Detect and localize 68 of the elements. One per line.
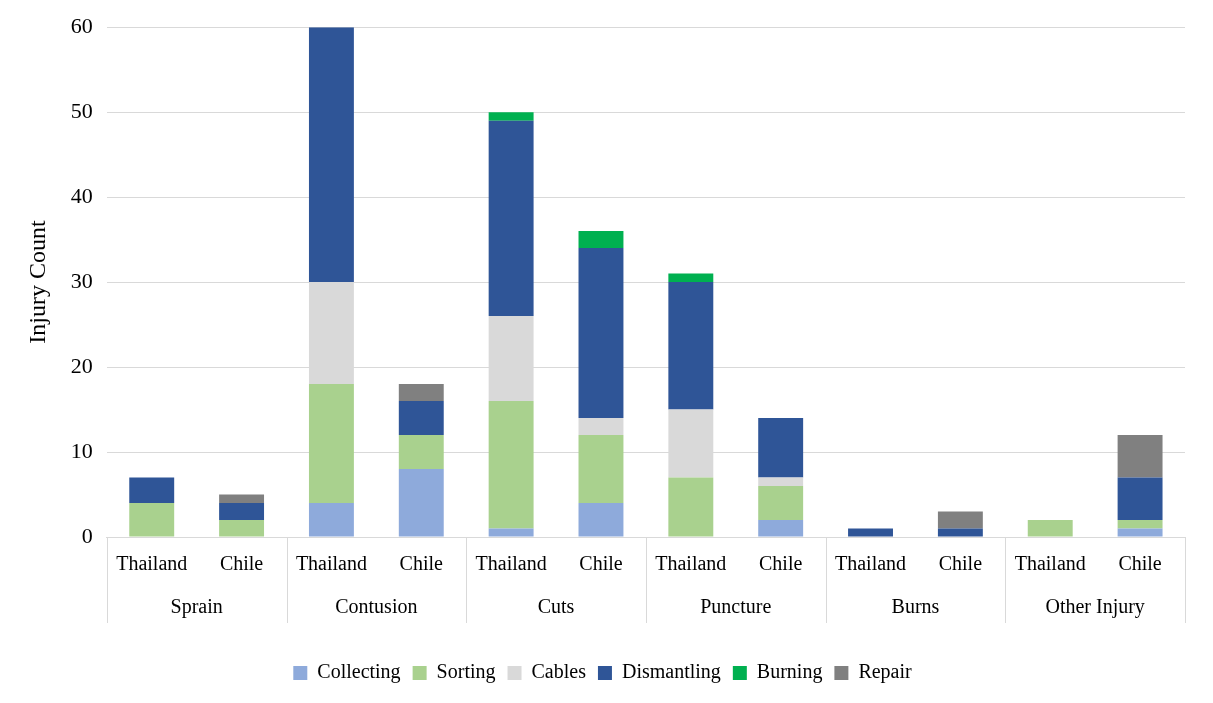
bar (848, 528, 893, 537)
bar (488, 112, 534, 121)
bar (398, 469, 444, 537)
x-tick-label: Chile (579, 552, 623, 575)
y-tick-label: 20 (70, 352, 93, 378)
bar (578, 418, 624, 436)
bar (219, 503, 265, 521)
x-tick-label: Thailand (116, 552, 188, 575)
x-tick-label: Chile (759, 552, 803, 575)
bar (219, 520, 265, 537)
legend-label: Dismantling (621, 660, 721, 684)
bar (308, 27, 354, 283)
bar (758, 477, 804, 487)
text: Contusion (335, 595, 418, 618)
bar (1117, 435, 1163, 478)
x-tick-label: Thailand (834, 552, 907, 575)
bar (758, 520, 804, 537)
bar (758, 486, 804, 521)
y-tick-label: 30 (70, 267, 93, 293)
x-tick-label: Thailand (475, 552, 547, 575)
bar (578, 248, 624, 419)
bar (578, 231, 624, 249)
bar (488, 528, 534, 537)
bar (668, 477, 714, 537)
legend-label: Repair (858, 660, 913, 684)
bar (398, 401, 444, 436)
y-tick-label: 0 (81, 522, 93, 548)
bar (937, 511, 983, 529)
bar (129, 477, 175, 504)
bar (1117, 520, 1163, 529)
bar (488, 401, 534, 529)
x-tick-label: Thailand (295, 552, 367, 575)
bar (668, 273, 714, 283)
bar (578, 503, 624, 537)
bar (1117, 477, 1163, 521)
legend-label: Collecting (317, 660, 401, 684)
bar (668, 282, 714, 410)
y-tick-label: 50 (70, 97, 93, 123)
bar (1117, 528, 1163, 537)
bar (578, 435, 624, 504)
bar (488, 120, 534, 317)
x-tick-label: Chile (399, 552, 444, 575)
y-axis-title: Injury Count (23, 220, 50, 344)
legend-label: Sorting (436, 660, 496, 684)
text: Puncture (700, 595, 772, 618)
x-tick-label: Chile (938, 552, 983, 575)
bar (308, 384, 354, 504)
y-tick-label: 60 (70, 12, 93, 38)
bar (398, 384, 444, 402)
text: Sprain (170, 595, 223, 619)
legend-label: Cables (531, 660, 587, 683)
y-tick-label: 40 (70, 182, 93, 208)
bar (219, 494, 265, 504)
bar (758, 418, 804, 478)
bar (398, 435, 444, 470)
x-tick-label: Chile (1118, 552, 1162, 575)
text: Burns (891, 595, 940, 618)
text: Other Injury (1045, 595, 1145, 619)
x-tick-label: Thailand (655, 552, 727, 575)
x-tick-label: Thailand (1014, 552, 1086, 575)
bar (937, 528, 983, 537)
bar (129, 503, 175, 537)
legend-label: Burning (756, 660, 823, 684)
bar (1027, 520, 1073, 537)
x-tick-label: Chile (219, 552, 264, 575)
bar (308, 503, 354, 537)
text: Cuts (537, 595, 575, 618)
y-tick-label: 10 (70, 437, 93, 463)
